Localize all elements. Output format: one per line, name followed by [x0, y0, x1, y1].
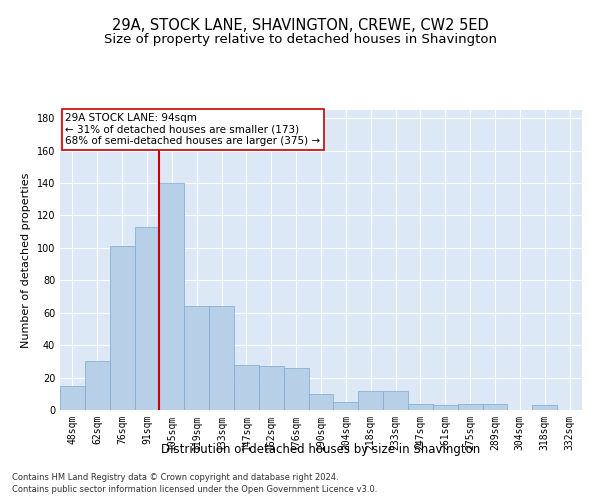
Bar — [85, 362, 110, 410]
Bar — [134, 227, 160, 410]
Bar — [234, 364, 259, 410]
Bar — [209, 306, 234, 410]
Bar — [184, 306, 209, 410]
Bar — [532, 405, 557, 410]
Bar — [482, 404, 508, 410]
Bar — [60, 386, 85, 410]
Text: Size of property relative to detached houses in Shavington: Size of property relative to detached ho… — [104, 32, 497, 46]
Text: Contains public sector information licensed under the Open Government Licence v3: Contains public sector information licen… — [12, 485, 377, 494]
Y-axis label: Number of detached properties: Number of detached properties — [21, 172, 31, 348]
Bar — [110, 246, 134, 410]
Text: 29A, STOCK LANE, SHAVINGTON, CREWE, CW2 5ED: 29A, STOCK LANE, SHAVINGTON, CREWE, CW2 … — [112, 18, 488, 32]
Bar — [358, 390, 383, 410]
Bar — [308, 394, 334, 410]
Bar — [383, 390, 408, 410]
Bar — [408, 404, 433, 410]
Bar — [259, 366, 284, 410]
Bar — [160, 183, 184, 410]
Text: 29A STOCK LANE: 94sqm
← 31% of detached houses are smaller (173)
68% of semi-det: 29A STOCK LANE: 94sqm ← 31% of detached … — [65, 113, 320, 146]
Bar — [284, 368, 308, 410]
Bar — [334, 402, 358, 410]
Text: Distribution of detached houses by size in Shavington: Distribution of detached houses by size … — [161, 442, 481, 456]
Text: Contains HM Land Registry data © Crown copyright and database right 2024.: Contains HM Land Registry data © Crown c… — [12, 472, 338, 482]
Bar — [458, 404, 482, 410]
Bar — [433, 405, 458, 410]
